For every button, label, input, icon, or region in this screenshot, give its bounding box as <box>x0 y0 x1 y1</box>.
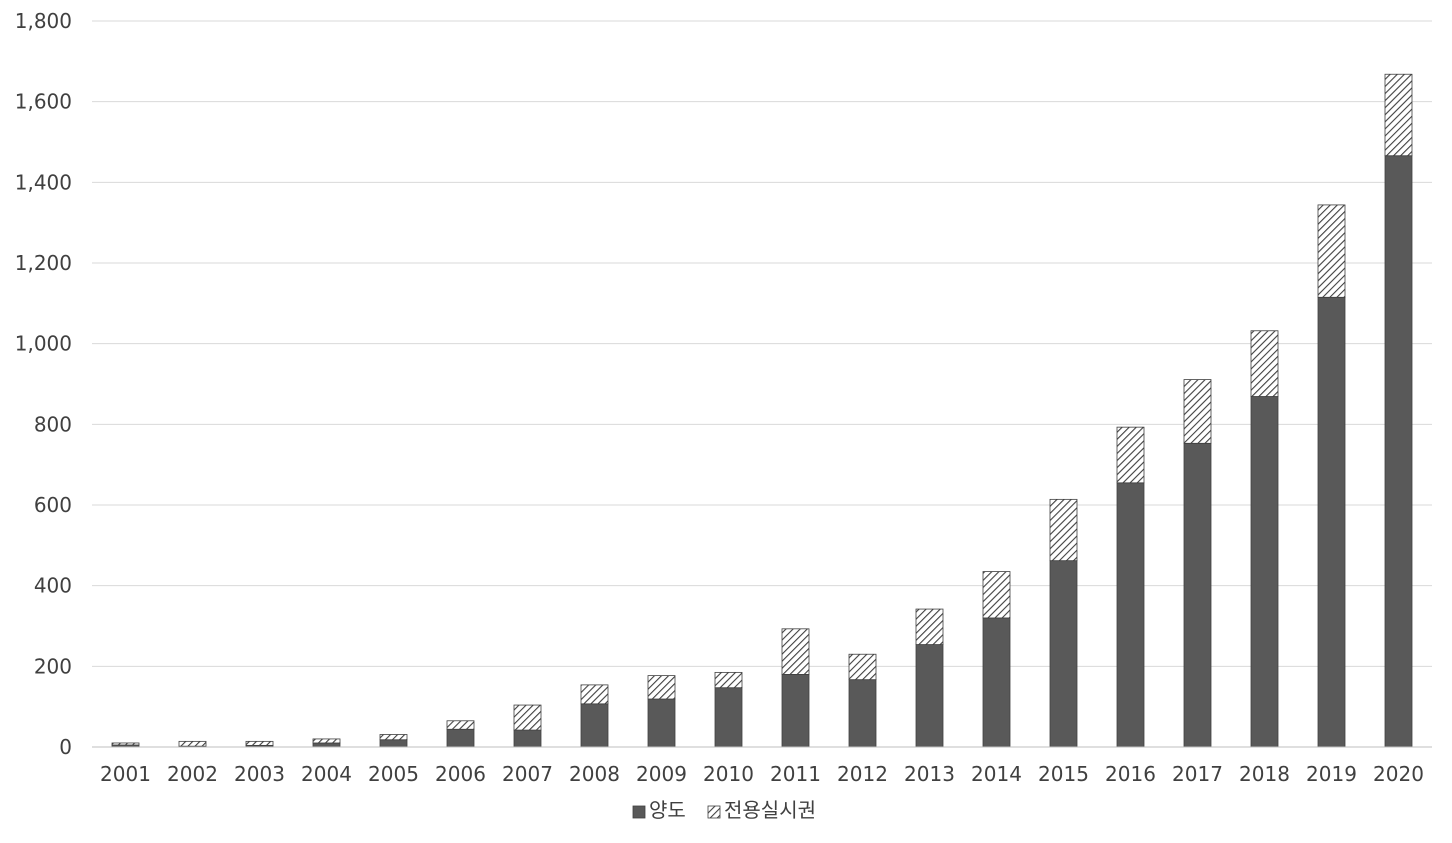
bar-segment-exclusive-license-2020 <box>1384 73 1413 157</box>
x-tick-label: 2005 <box>368 762 419 786</box>
y-tick-label: 1,400 <box>15 170 72 194</box>
bar-segment-exclusive-license-2015 <box>1049 498 1078 562</box>
x-tick-label: 2002 <box>167 762 218 786</box>
bar-segment-transfer-2006 <box>446 728 475 748</box>
bar-segment-exclusive-license-2004 <box>312 738 341 744</box>
bar-segment-exclusive-license-2016 <box>1116 426 1145 484</box>
x-axis: 2001 2002 2003 2004 2005 2006 2007 2008 2009 2010… <box>92 746 1432 786</box>
bar-segment-transfer-2009 <box>647 698 676 748</box>
bar-segment-exclusive-license-2008 <box>580 684 609 705</box>
bar-segment-exclusive-license-2011 <box>781 628 810 675</box>
bar-segment-exclusive-license-2003 <box>245 740 274 746</box>
bar-segment-exclusive-license-2018 <box>1250 330 1279 397</box>
x-tick-label: 2012 <box>837 762 888 786</box>
bar-segment-transfer-2004 <box>312 742 341 748</box>
x-tick-label: 2017 <box>1172 762 1223 786</box>
y-tick-label: 1,200 <box>15 251 72 275</box>
bar-segment-transfer-2008 <box>580 703 609 748</box>
x-tick-label: 2016 <box>1105 762 1156 786</box>
bar-segment-exclusive-license-2013 <box>915 608 944 645</box>
y-axis-tick-labels: 0 200 400 600 800 1,000 1,200 1,400 1,600 1,800 <box>15 9 72 759</box>
x-tick-label: 2019 <box>1306 762 1357 786</box>
x-tick-label: 2018 <box>1239 762 1290 786</box>
bar-segment-exclusive-license-2005 <box>379 734 408 741</box>
x-tick-label: 2010 <box>703 762 754 786</box>
bar-segment-exclusive-license-2012 <box>848 653 877 681</box>
y-tick-label: 0 <box>59 735 72 759</box>
legend: 양도 전용실시권 <box>632 798 816 822</box>
bar-segment-transfer-2017 <box>1183 442 1212 748</box>
x-tick-label: 2014 <box>971 762 1022 786</box>
x-tick-label: 2007 <box>502 762 553 786</box>
x-tick-label: 2013 <box>904 762 955 786</box>
bar-segment-exclusive-license-2002 <box>178 740 207 747</box>
bar-segment-transfer-2018 <box>1250 396 1279 748</box>
bar-segment-exclusive-license-2017 <box>1183 379 1212 444</box>
x-tick-label: 2004 <box>301 762 352 786</box>
x-tick-label: 2001 <box>100 762 151 786</box>
bar-segment-exclusive-license-2009 <box>647 675 676 700</box>
bar-segment-exclusive-license-2010 <box>714 671 743 689</box>
x-tick-label: 2011 <box>770 762 821 786</box>
bar-segment-exclusive-license-2007 <box>513 704 542 731</box>
bar-segment-exclusive-license-2001 <box>111 742 140 746</box>
y-tick-label: 1,000 <box>15 332 72 356</box>
bars <box>111 73 1413 748</box>
bar-segment-transfer-2010 <box>714 687 743 748</box>
y-tick-label: 600 <box>34 493 72 517</box>
bar-segment-transfer-2012 <box>848 679 877 748</box>
bar-segment-exclusive-license-2019 <box>1317 204 1346 298</box>
bar-segment-transfer-2007 <box>513 729 542 748</box>
bar-segment-transfer-2011 <box>781 674 810 748</box>
y-tick-label: 1,600 <box>15 90 72 114</box>
bar-segment-exclusive-license-2014 <box>982 571 1011 619</box>
y-tick-label: 400 <box>34 574 72 598</box>
x-tick-label: 2015 <box>1038 762 1089 786</box>
x-tick-label: 2008 <box>569 762 620 786</box>
bar-segment-exclusive-license-2006 <box>446 720 475 730</box>
x-tick-label: 2006 <box>435 762 486 786</box>
legend-label-transfer: 양도 <box>649 798 686 822</box>
legend-label-exclusive-license: 전용실시권 <box>724 798 816 822</box>
bar-segment-transfer-2016 <box>1116 482 1145 748</box>
x-tick-label: 2020 <box>1373 762 1424 786</box>
y-tick-label: 800 <box>34 412 72 436</box>
x-tick-label: 2003 <box>234 762 285 786</box>
legend-swatch-transfer <box>632 805 646 819</box>
bar-segment-transfer-2014 <box>982 617 1011 748</box>
bar-segment-transfer-2019 <box>1317 296 1346 748</box>
bar-segment-transfer-2005 <box>379 739 408 748</box>
x-tick-label: 2009 <box>636 762 687 786</box>
bar-segment-transfer-2013 <box>915 644 944 748</box>
y-tick-label: 1,800 <box>15 9 72 33</box>
legend-swatch-exclusive-license <box>707 805 721 819</box>
gridlines <box>92 20 1432 667</box>
bar-segment-transfer-2015 <box>1049 560 1078 748</box>
y-tick-label: 200 <box>34 654 72 678</box>
bar-segment-transfer-2020 <box>1384 155 1413 748</box>
